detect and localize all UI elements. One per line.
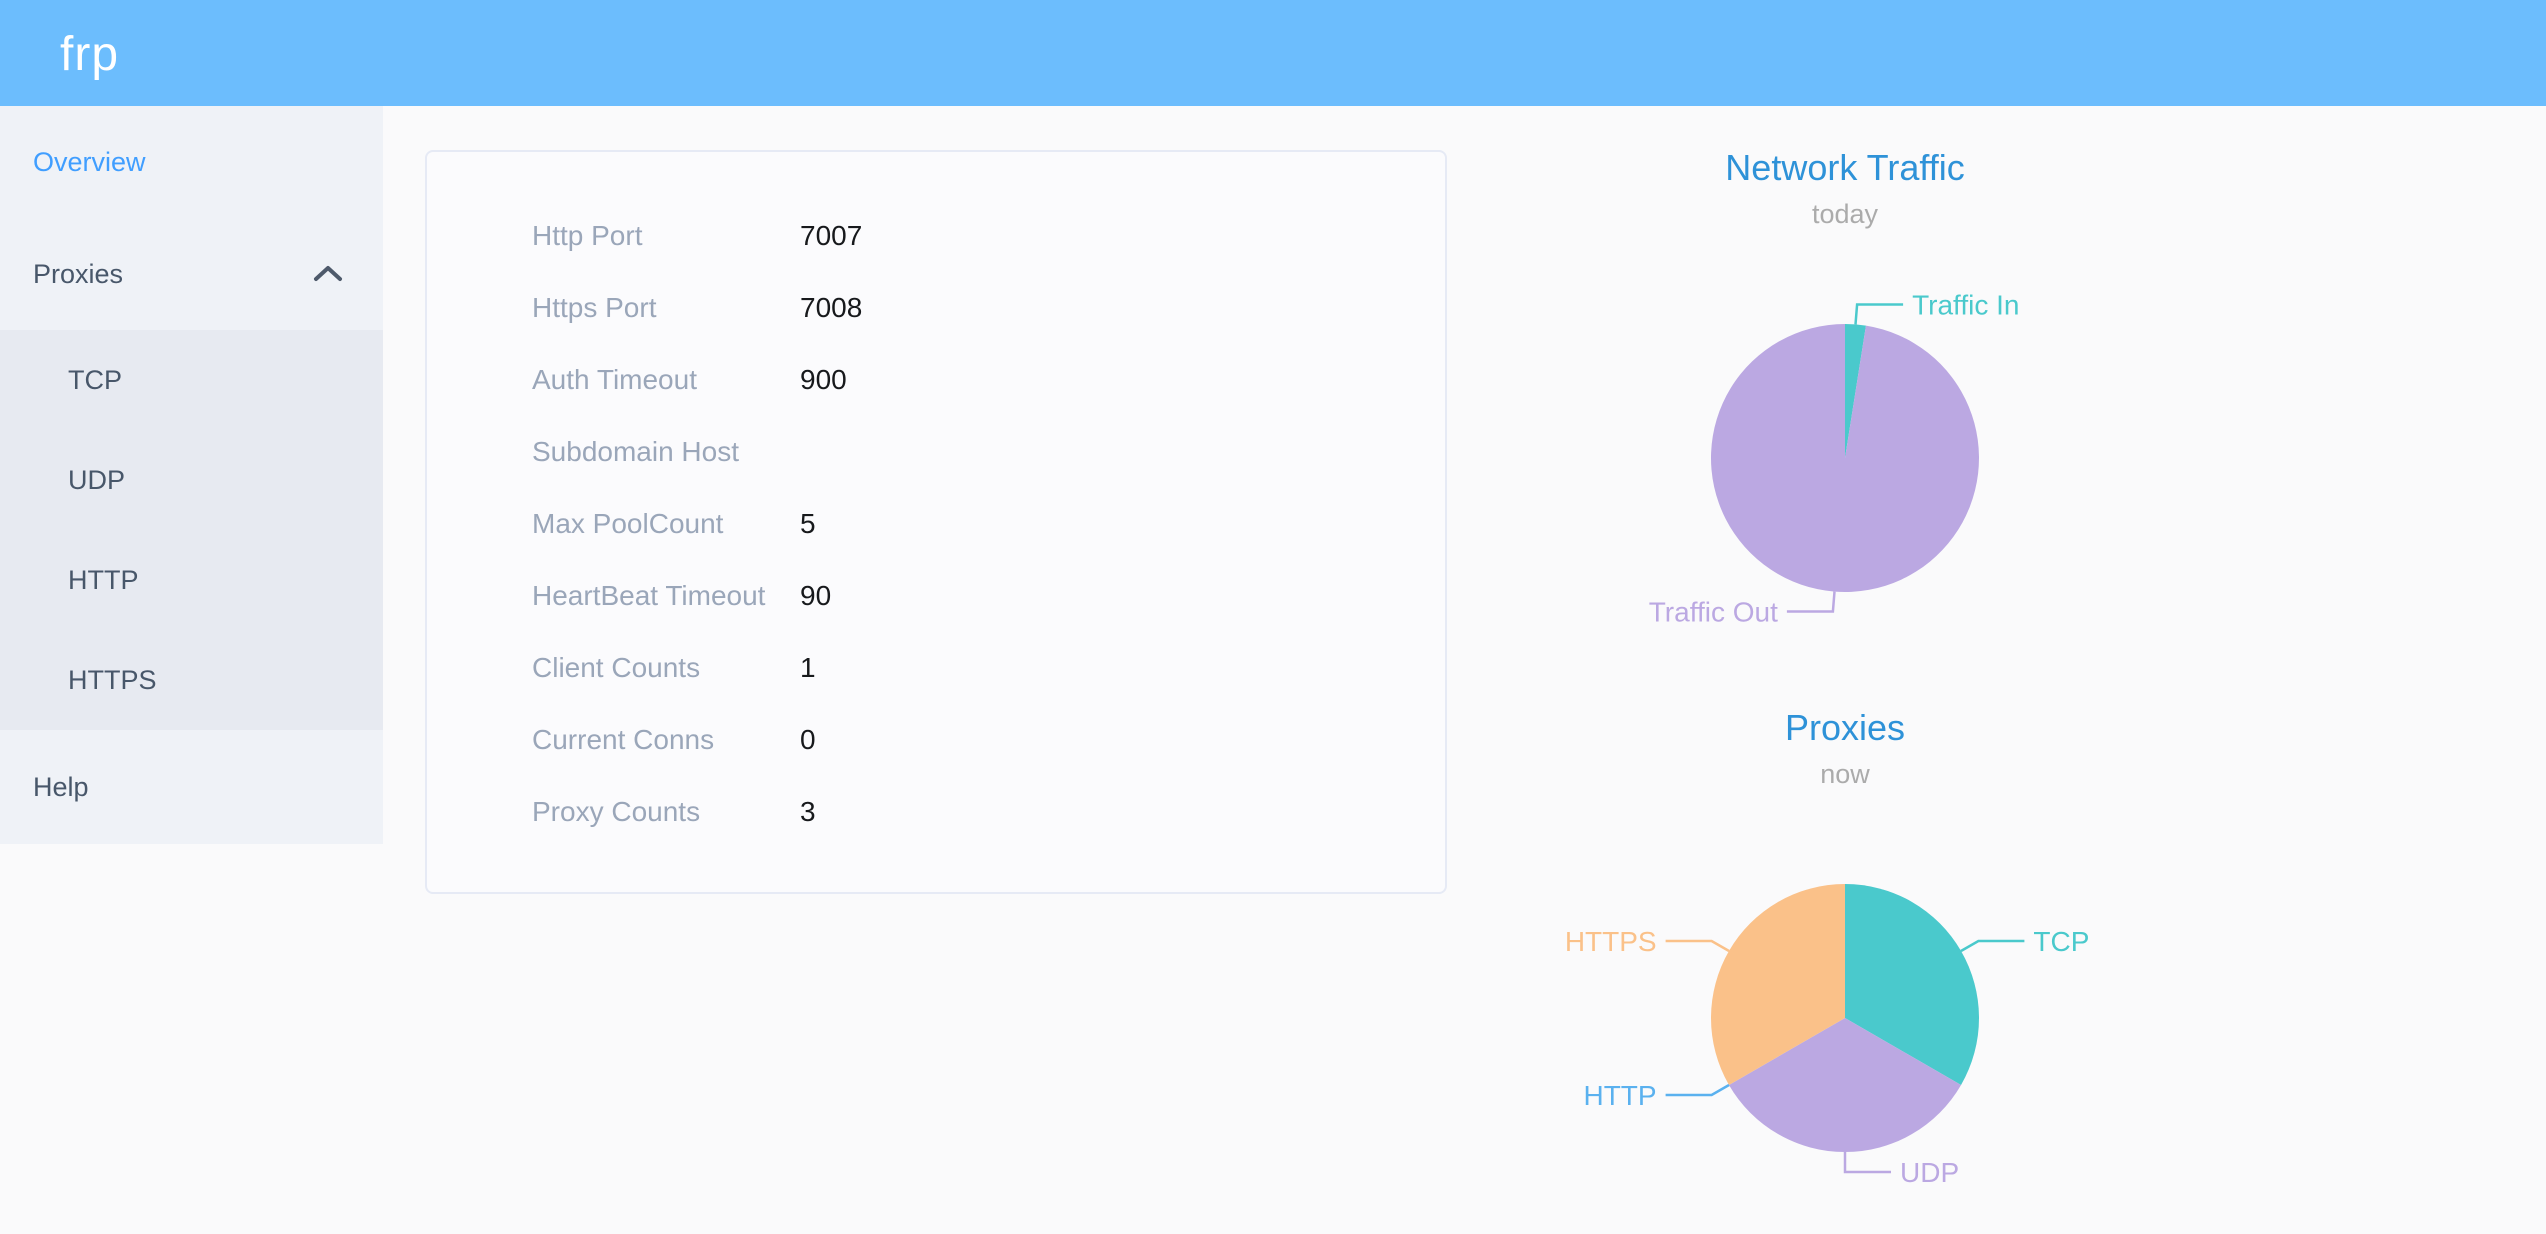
config-value: 0 (800, 724, 816, 755)
sidebar-item-proxies-label: Proxies (33, 259, 124, 289)
proxies-chart-subtitle: now (1820, 759, 1870, 789)
proxies-pie: TCP UDP HTTP HTTPS (1565, 884, 2089, 1188)
config-row: Https Port 7008 (427, 272, 1445, 344)
config-row: Client Counts 1 (427, 632, 1445, 704)
pie-leader-line-https (1665, 939, 1730, 953)
config-value: 3 (800, 796, 816, 827)
sidebar: Overview Proxies TCP UDP HTTP HTTPS Help (0, 106, 383, 844)
pie-label-udp: UDP (1900, 1157, 1959, 1188)
pie-slice-traffic-in[interactable] (1845, 324, 1866, 458)
sidebar-item-proxies[interactable]: Proxies (0, 218, 383, 330)
config-value: 7007 (800, 220, 863, 251)
server-config-card: Http Port 7007 Https Port 7008 Auth Timeout 9… (425, 150, 1447, 894)
config-row: Current Conns 0 (427, 704, 1445, 776)
config-row: Proxy Counts 3 (427, 776, 1445, 848)
pie-slice-https[interactable] (1710, 884, 1845, 1085)
sidebar-item-https[interactable]: HTTPS (68, 665, 157, 695)
config-label: Max PoolCount (532, 508, 724, 539)
sidebar-item-tcp[interactable]: TCP (68, 365, 122, 395)
chevron-up-icon (313, 218, 343, 330)
network-traffic-chart: Network Traffic today Traffic In Traffic … (1535, 140, 2155, 670)
sidebar-item-http[interactable]: HTTP (68, 565, 139, 595)
pie-slice-udp[interactable] (1728, 1018, 1962, 1153)
app-logo: frp (60, 28, 120, 81)
app-header: frp (0, 0, 2546, 106)
pie-label-tcp: TCP (2033, 926, 2089, 957)
config-value: 5 (800, 508, 816, 539)
network-traffic-pie: Traffic In Traffic Out (1649, 290, 2020, 628)
proxies-submenu: TCP UDP HTTP HTTPS (0, 330, 383, 730)
pie-label-traffic-out: Traffic Out (1649, 597, 1778, 628)
config-label: Proxy Counts (532, 796, 701, 827)
config-card-rows: Http Port 7007 Https Port 7008 Auth Timeout 9… (427, 200, 1445, 848)
config-value: 90 (800, 580, 832, 611)
pie-slice-tcp[interactable] (1845, 884, 1980, 1085)
config-value: 900 (800, 364, 847, 395)
proxies-chart: Proxies now TCP UDP HTTP HTTPS (1535, 700, 2155, 1230)
network-traffic-chart-subtitle: today (1811, 199, 1879, 229)
config-row: Http Port 7007 (427, 200, 1445, 272)
config-label: Client Counts (532, 652, 701, 683)
pie-label-http: HTTP (1583, 1080, 1656, 1111)
config-row: Subdomain Host (427, 416, 1445, 488)
config-row: Max PoolCount 5 (427, 488, 1445, 560)
config-row: Auth Timeout 900 (427, 344, 1445, 416)
sidebar-item-udp[interactable]: UDP (68, 465, 126, 495)
pie-leader-line-tcp (1960, 939, 2025, 953)
config-label: Subdomain Host (532, 436, 740, 467)
config-label: Https Port (532, 292, 657, 323)
config-value: 7008 (800, 292, 863, 323)
pie-label-traffic-in: Traffic In (1912, 290, 2019, 321)
sidebar-item-help[interactable]: Help (33, 772, 89, 802)
pie-leader-line-traffic-out (1786, 591, 1836, 613)
network-traffic-chart-title: Network Traffic (1725, 147, 1965, 188)
proxies-chart-title: Proxies (1784, 707, 1906, 748)
config-row: HeartBeat Timeout 90 (427, 560, 1445, 632)
pie-leader-line-http (1665, 1083, 1730, 1097)
pie-label-https: HTTPS (1565, 926, 1657, 957)
config-label: Http Port (532, 220, 643, 251)
config-label: Auth Timeout (532, 364, 697, 395)
pie-leader-line-traffic-in (1854, 303, 1904, 325)
pie-leader-line-udp (1843, 1152, 1891, 1174)
sidebar-item-overview[interactable]: Overview (33, 147, 146, 177)
config-label: HeartBeat Timeout (532, 580, 766, 611)
config-value: 1 (800, 652, 816, 683)
config-label: Current Conns (532, 724, 715, 755)
pie-slice-traffic-out[interactable] (1710, 324, 1979, 592)
